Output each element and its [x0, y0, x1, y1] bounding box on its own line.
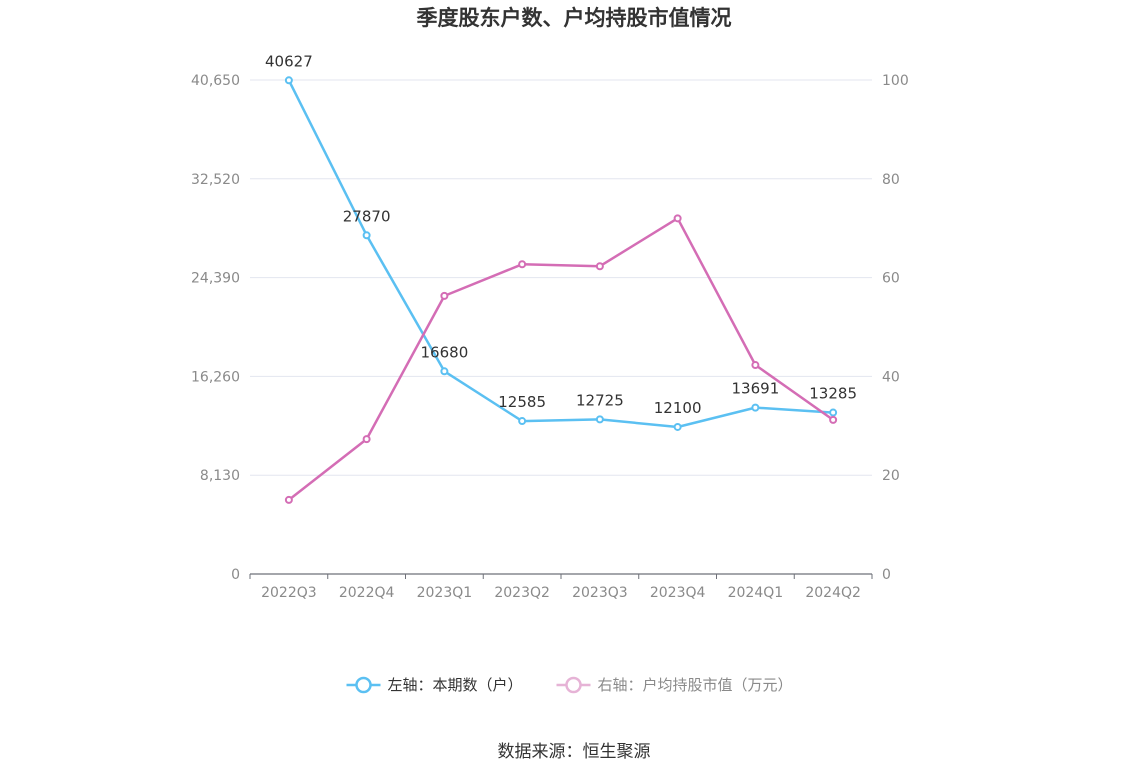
data-point[interactable] [362, 231, 371, 240]
left-tick-label: 16,260 [191, 369, 240, 385]
data-point[interactable] [440, 291, 449, 300]
data-point[interactable] [595, 262, 604, 271]
right-tick-label: 40 [882, 369, 900, 385]
x-tick-label: 2022Q3 [261, 585, 317, 601]
right-tick-label: 20 [882, 468, 900, 484]
x-tick-label: 2024Q2 [805, 585, 861, 601]
data-point[interactable] [284, 76, 293, 85]
data-label: 40627 [265, 52, 313, 70]
data-label: 27870 [343, 207, 391, 225]
left-tick-label: 32,520 [191, 172, 240, 188]
data-point[interactable] [518, 417, 527, 426]
left-tick-label: 40,650 [191, 73, 240, 89]
chart-title: 季度股东户数、户均持股市值情况 [417, 6, 732, 30]
data-label: 13691 [732, 380, 780, 398]
right-tick-label: 60 [882, 271, 900, 287]
x-tick-label: 2023Q1 [417, 585, 473, 601]
x-tick-label: 2023Q3 [572, 585, 628, 601]
right-tick-label: 0 [882, 567, 891, 583]
data-point[interactable] [440, 367, 449, 376]
axes: 0 0 8,130 20 16,260 40 24,390 60 32,520 80 40,650 1… [191, 73, 909, 601]
source-note: 数据来源：恒生聚源 [498, 742, 651, 762]
data-point[interactable] [673, 214, 682, 223]
series-line-0 [287, 79, 834, 429]
data-label: 16680 [421, 343, 469, 361]
x-tick-label: 2022Q4 [339, 585, 395, 601]
left-tick-label: 24,390 [191, 271, 240, 287]
right-tick-label: 100 [882, 73, 909, 89]
left-tick-label: 8,130 [200, 468, 240, 484]
data-point[interactable] [362, 435, 371, 444]
grid [250, 79, 872, 476]
data-label: 12100 [654, 399, 702, 417]
legend-marker [355, 676, 372, 694]
data-label: 12725 [576, 391, 624, 409]
right-tick-label: 80 [882, 172, 900, 188]
left-tick-label: 0 [231, 567, 240, 583]
series-line-1 [288, 217, 834, 501]
series-points [284, 76, 838, 504]
data-point[interactable] [829, 408, 838, 417]
data-point[interactable] [595, 415, 604, 424]
legend-label: 左轴：本期数（户） [388, 676, 523, 694]
data-labels: 40627 27870 16680 12585 12725 12100 13691 13285 [265, 52, 857, 417]
data-point[interactable] [673, 422, 682, 431]
data-point[interactable] [284, 495, 293, 504]
data-point[interactable] [751, 361, 760, 370]
x-tick-label: 2023Q2 [494, 585, 550, 601]
legend-item-1[interactable]: 右轴：户均持股市值（万元） [556, 676, 793, 694]
data-label: 13285 [809, 385, 857, 403]
data-point[interactable] [829, 415, 838, 424]
legend-label: 右轴：户均持股市值（万元） [598, 676, 793, 694]
legend-item-0[interactable]: 左轴：本期数（户） [346, 676, 523, 694]
data-label: 12585 [498, 393, 546, 411]
data-point[interactable] [518, 260, 527, 269]
legend-marker [565, 676, 582, 694]
x-tick-label: 2024Q1 [728, 585, 784, 601]
x-tick-label: 2023Q4 [650, 585, 706, 601]
legend[interactable]: 左轴：本期数（户） 右轴：户均持股市值（万元） [346, 676, 793, 694]
series-lines [287, 79, 834, 501]
data-point[interactable] [751, 403, 760, 412]
